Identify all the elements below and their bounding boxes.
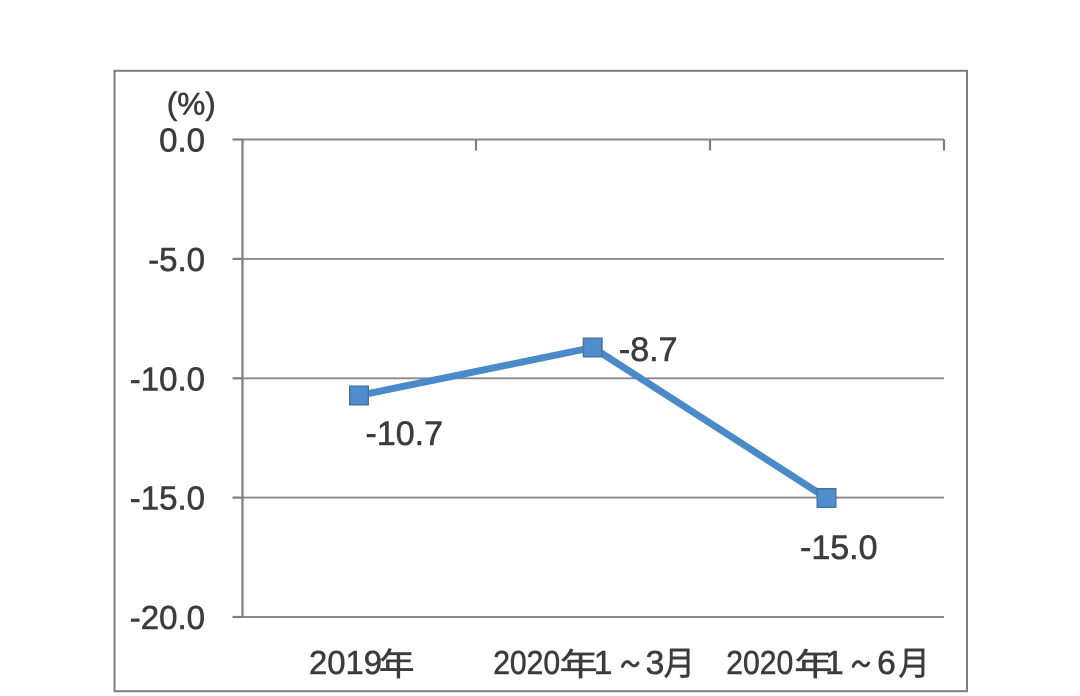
svg-text:2020: 2020 xyxy=(726,645,793,682)
svg-text:0.0: 0.0 xyxy=(159,122,205,159)
svg-text:(%): (%) xyxy=(167,86,216,122)
svg-text:-10.7: -10.7 xyxy=(366,415,444,453)
svg-text:-10.0: -10.0 xyxy=(130,360,205,397)
svg-text:6: 6 xyxy=(877,645,896,682)
svg-text:-5.0: -5.0 xyxy=(148,241,205,278)
svg-text:-8.7: -8.7 xyxy=(619,331,678,369)
svg-text:2019: 2019 xyxy=(309,645,382,682)
svg-text:-20.0: -20.0 xyxy=(130,599,205,636)
svg-text:3: 3 xyxy=(646,645,665,682)
svg-text:1: 1 xyxy=(594,645,613,682)
svg-text:-15.0: -15.0 xyxy=(800,529,878,567)
svg-text:1: 1 xyxy=(825,645,844,682)
svg-text:2020: 2020 xyxy=(493,645,560,682)
svg-text:-15.0: -15.0 xyxy=(130,480,205,517)
